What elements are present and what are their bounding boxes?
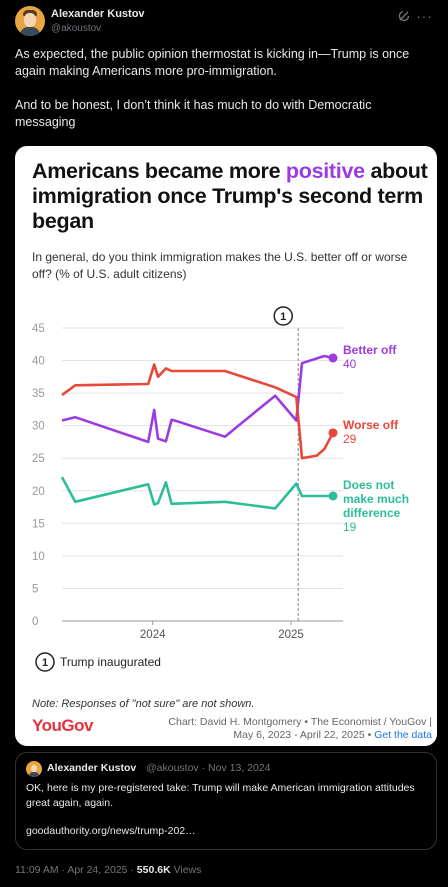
chart-date-range: May 6, 2023 - April 22, 2025 • Get the d… [233, 729, 432, 741]
series-end-point [328, 353, 338, 363]
chart-image[interactable]: Americans became more positive about imm… [15, 146, 437, 746]
y-tick-label: 20 [32, 486, 45, 498]
chart-title: Americans became more positive about imm… [32, 159, 428, 233]
annotation-number: 1 [280, 311, 286, 323]
quoted-author-avatar [26, 761, 42, 777]
series-label: make much [343, 492, 409, 506]
series-line [61, 354, 334, 444]
series-line [60, 476, 333, 510]
quoted-post-link[interactable]: goodauthority.org/news/trump-202… [26, 825, 196, 837]
y-tick-label: 30 [32, 421, 45, 433]
quoted-post-text: OK, here is my pre-registered take: Trum… [26, 782, 415, 809]
annotation-marker [273, 306, 293, 326]
post-footer: 11:09 AM · Apr 24, 2025 · 550.6K Views [15, 864, 201, 876]
series-end-point [328, 491, 338, 501]
y-tick-label: 40 [32, 356, 45, 368]
quoted-post-meta: @akoustov · Nov 13, 2024 [146, 762, 271, 774]
y-tick-label: 5 [32, 583, 38, 595]
legend-annotation-label: Trump inaugurated [60, 655, 161, 669]
series-line [61, 363, 335, 460]
legend-annotation-marker [35, 652, 55, 672]
series-label: difference [343, 506, 401, 520]
y-tick-label: 0 [32, 616, 38, 628]
quoted-post[interactable]: Alexander Kustov @akoustov · Nov 13, 202… [15, 752, 437, 850]
chart-subtitle: In general, do you think immigration mak… [32, 250, 408, 281]
author-handle[interactable]: @akoustov [51, 23, 102, 34]
y-tick-label: 45 [32, 323, 45, 335]
y-tick-label: 15 [32, 518, 45, 530]
quoted-author-name: Alexander Kustov [47, 762, 137, 774]
author-name[interactable]: Alexander Kustov [51, 8, 145, 20]
yougov-logo: YouGov [32, 716, 93, 735]
post-text-paragraph-1: As expected, the public opinion thermost… [15, 47, 410, 78]
legend-annotation-number: 1 [42, 657, 48, 669]
post-text-paragraph-2: And to be honest, I don’t think it has m… [15, 98, 372, 129]
series-end-value: 40 [343, 357, 357, 371]
x-tick-label: 2024 [140, 629, 166, 641]
series-end-point [328, 428, 338, 438]
views-label: Views [170, 864, 202, 876]
chart-credit: Chart: David H. Montgomery • The Economi… [168, 716, 432, 728]
series-label: Better off [343, 343, 397, 357]
post-timestamp[interactable]: 11:09 AM · Apr 24, 2025 · [15, 864, 137, 876]
series-end-value: 29 [343, 432, 357, 446]
y-tick-label: 25 [32, 453, 45, 465]
series-label: Worse off [343, 418, 399, 432]
y-tick-label: 35 [32, 388, 45, 400]
more-options-icon[interactable]: ··· [416, 8, 433, 24]
series-end-value: 19 [343, 520, 357, 534]
chart-note: Note: Responses of "not sure" are not sh… [32, 698, 255, 710]
series-label: Does not [343, 478, 394, 492]
get-the-data-link[interactable]: Get the data [374, 729, 432, 741]
views-count: 550.6K [136, 864, 171, 876]
x-tick-label: 2025 [278, 629, 304, 641]
y-tick-label: 10 [32, 551, 45, 563]
author-avatar[interactable] [15, 6, 45, 36]
post-header: Alexander Kustov @akoustov ··· [15, 6, 433, 40]
post-text: As expected, the public opinion thermost… [15, 46, 435, 148]
grok-icon[interactable] [397, 9, 411, 23]
